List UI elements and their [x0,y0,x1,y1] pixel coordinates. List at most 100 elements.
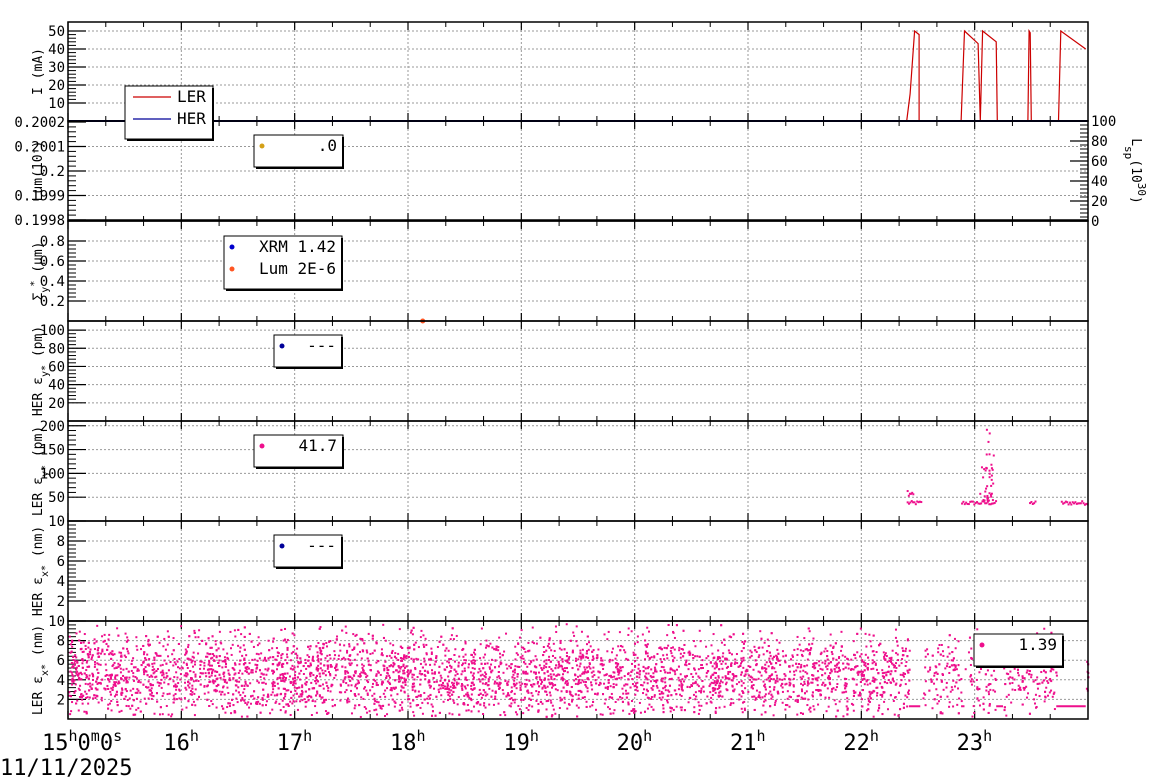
data-point [429,663,432,666]
data-point [92,697,95,700]
data-point [423,673,426,676]
data-point [78,688,81,691]
data-point [493,648,496,651]
data-point [452,699,455,702]
data-point [793,673,796,676]
data-point [764,663,767,666]
data-point [543,679,546,682]
data-point [653,656,656,659]
data-point [684,663,687,666]
data-point [386,680,389,683]
data-point [660,690,663,693]
data-point [457,661,460,664]
data-point [984,490,987,493]
data-point [871,679,874,682]
data-point [125,676,128,679]
y-axis-label: HER εx* (nm) [31,526,51,616]
data-point [383,669,386,672]
data-point [547,699,550,702]
data-point [180,625,183,628]
data-point [402,672,405,675]
data-point [446,699,449,702]
data-point [388,654,391,657]
data-point [321,701,324,704]
data-point [331,683,334,686]
data-point [512,682,515,685]
data-point [349,659,352,662]
data-point [549,699,552,702]
data-point [799,649,802,652]
data-point [376,670,379,673]
data-point [559,696,562,699]
data-point [586,690,589,693]
data-point [882,691,885,694]
data-point [199,664,202,667]
data-point [958,679,961,682]
data-point [633,642,636,645]
data-point [247,701,250,704]
data-point [237,628,240,631]
data-point [885,674,888,677]
data-point [510,697,513,700]
data-point [827,675,830,678]
data-point [632,708,635,711]
data-point [601,664,604,667]
data-point [347,671,350,674]
data-point [809,706,812,709]
data-point [126,647,129,650]
data-point [547,678,550,681]
data-point [271,708,274,711]
data-point [296,656,299,659]
data-point [550,649,553,652]
data-point [74,689,77,692]
y-tick-label: 10 [48,96,65,112]
data-point [761,646,764,649]
data-point [496,676,499,679]
data-point [484,646,487,649]
data-point [985,685,988,688]
data-point [631,683,634,686]
data-point [838,656,841,659]
data-point [808,651,811,654]
data-point [697,668,700,671]
data-point [1017,674,1020,677]
data-point [292,694,295,697]
y-tick-label: 8 [57,534,65,550]
data-point [117,665,120,668]
data-point [670,668,673,671]
data-point [214,643,217,646]
data-point [978,502,981,505]
data-point [424,678,427,681]
data-point [412,660,415,663]
data-point [371,637,374,640]
data-point [513,701,516,704]
data-point [557,666,560,669]
data-point [495,647,498,650]
data-point [486,662,489,665]
data-point [502,671,505,674]
data-point [520,698,523,701]
data-point [856,651,859,654]
data-point [310,681,313,684]
data-point [472,705,475,708]
data-point [319,626,322,629]
data-point [176,676,179,679]
data-point [1052,668,1055,671]
data-point [426,697,429,700]
data-point [365,676,368,679]
data-point [549,683,552,686]
data-point [433,663,436,666]
data-point [172,664,175,667]
data-point [132,699,135,702]
data-point [356,643,359,646]
data-point [410,629,413,632]
data-point [327,664,330,667]
data-point [212,654,215,657]
data-point [640,684,643,687]
data-point [464,653,467,656]
data-point [842,662,845,665]
data-point [484,706,487,709]
data-point [991,499,994,502]
data-point [642,692,645,695]
